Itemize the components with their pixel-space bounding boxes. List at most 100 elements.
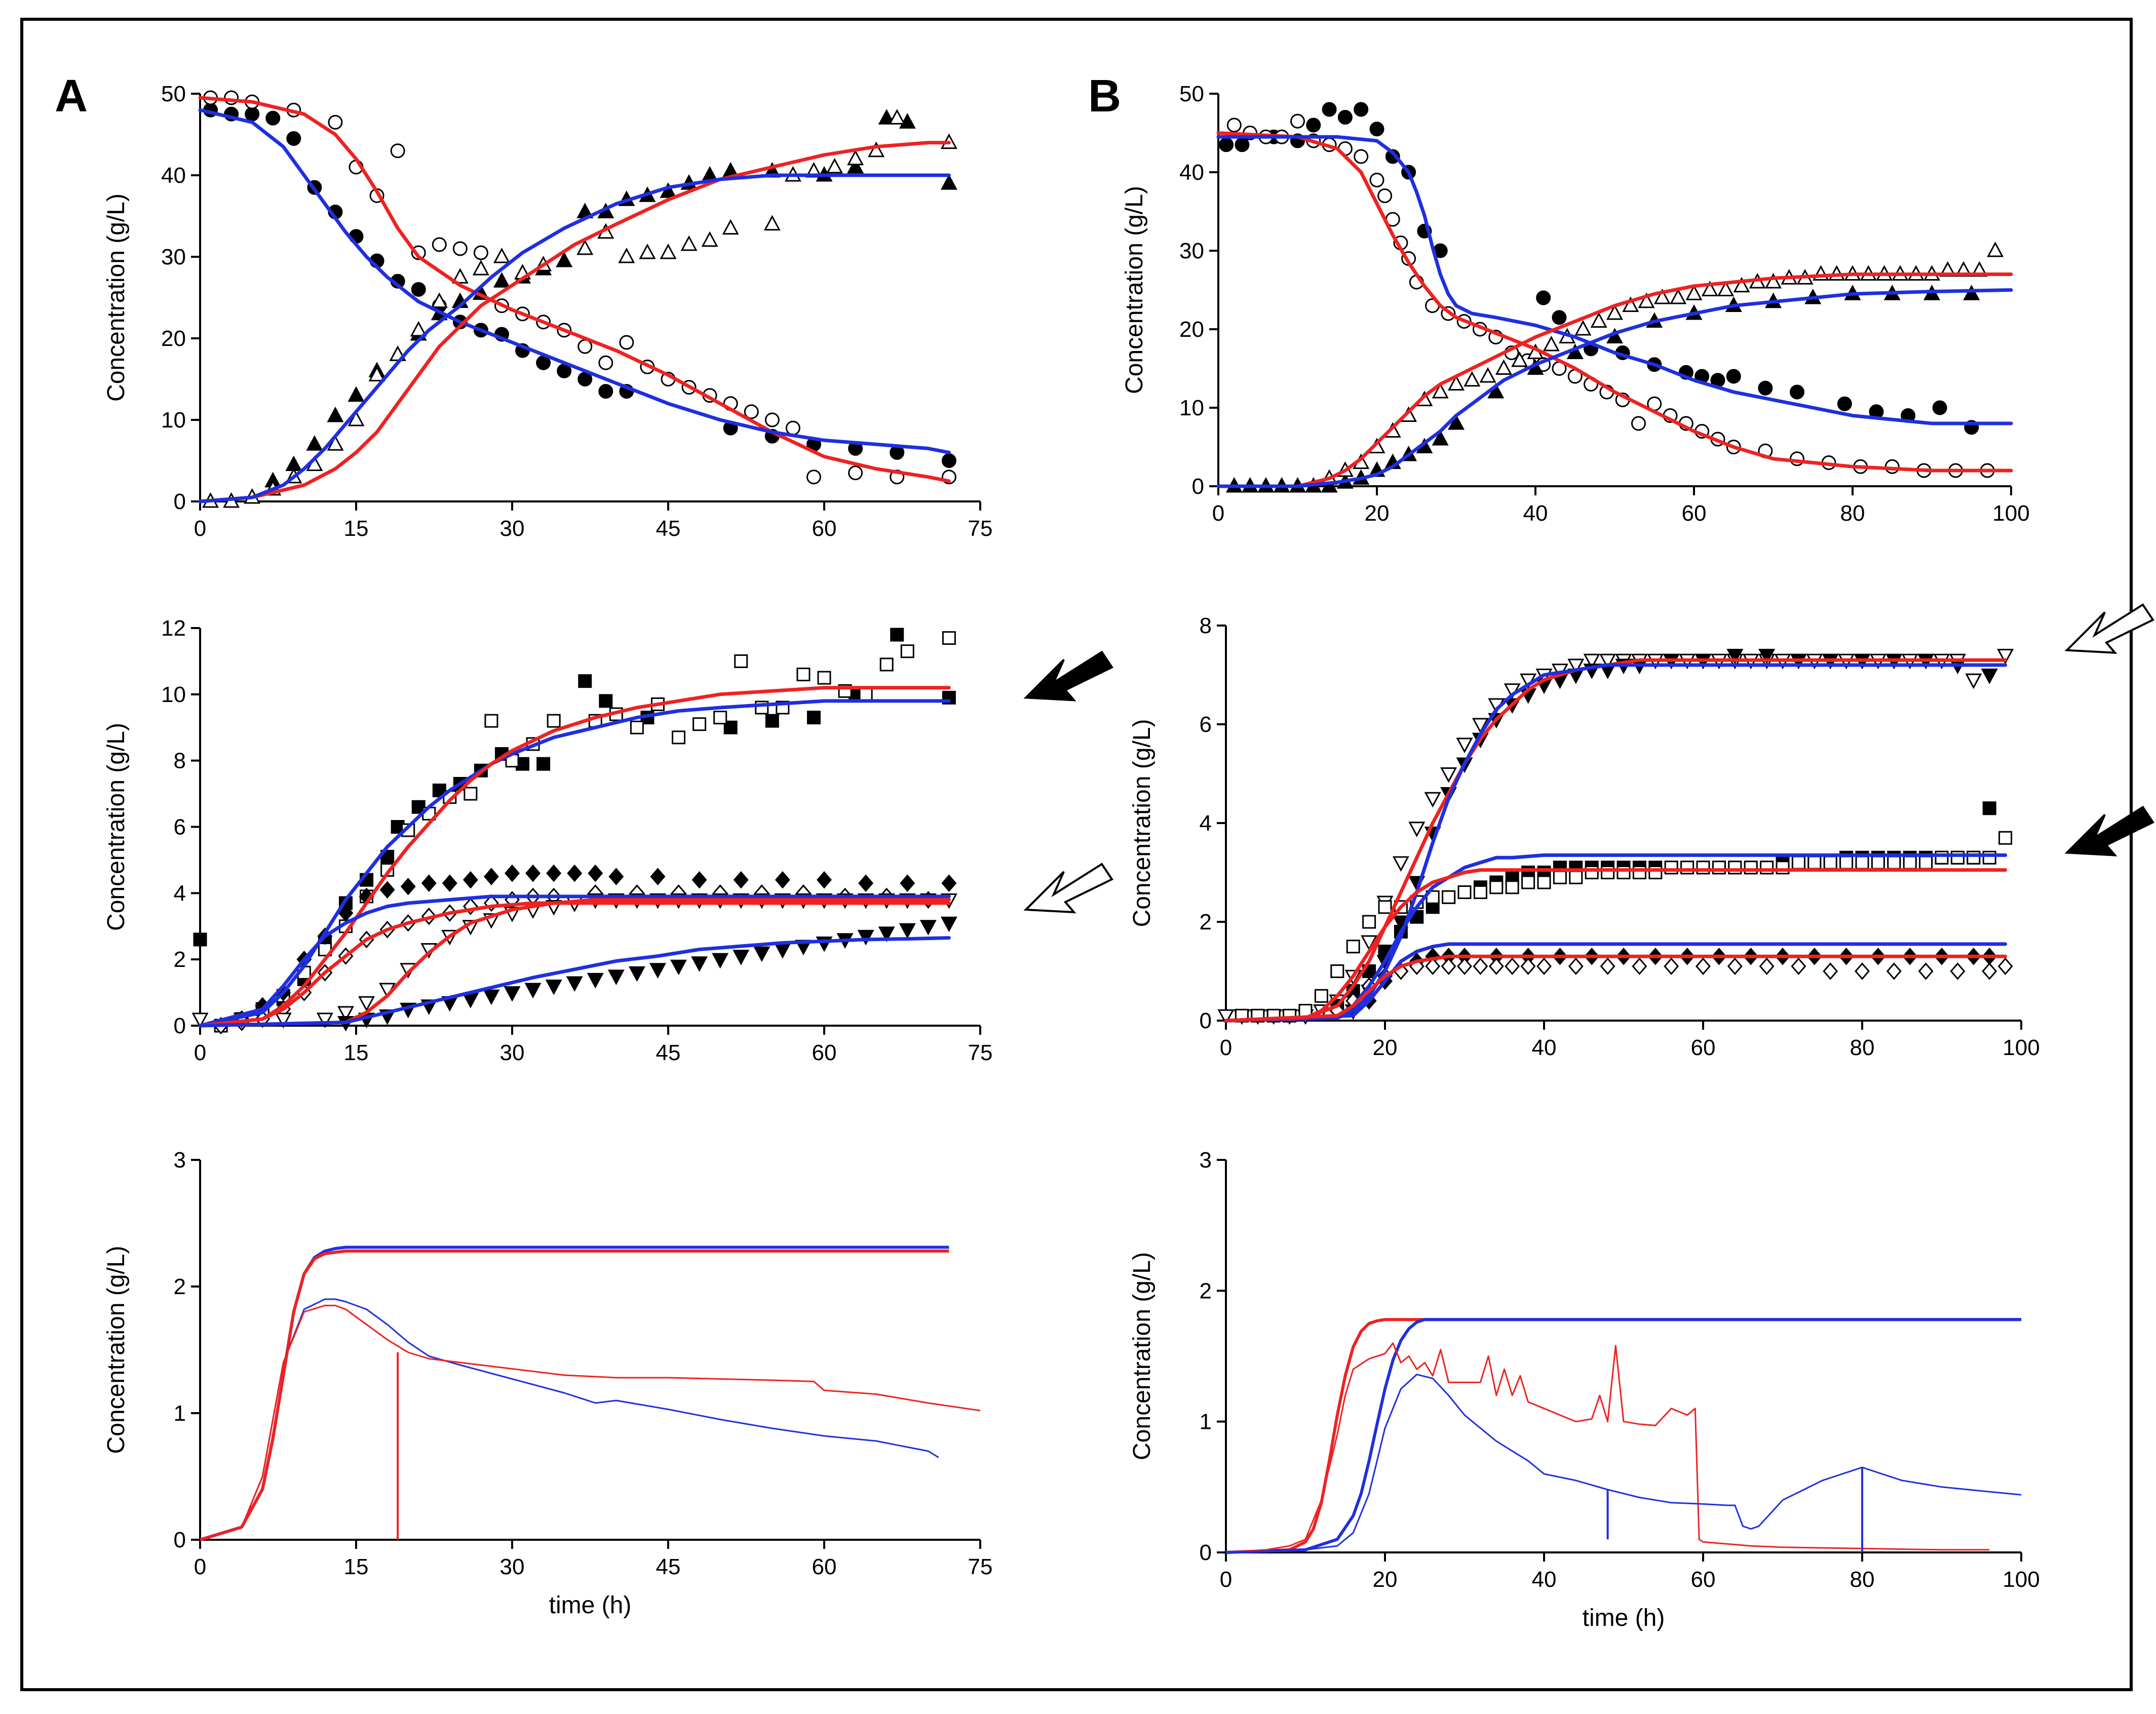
data-point-filled-circle [1758,380,1773,396]
chart-b1: 0 20 40 60 80 100 0 10 20 30 40 50 Concentration (g/… [1121,82,2030,526]
y-tick-label: 8 [174,749,186,773]
y-tick-label: 10 [161,682,186,707]
data-point-open-square [796,668,811,682]
data-point-filled-down-triangle [545,980,562,995]
data-point-open-square [1967,850,1981,865]
x-tick-label: 0 [194,516,206,541]
x-tick-label: 40 [1523,501,1548,526]
data-point-open-circle [328,114,343,130]
x-tick-label: 75 [968,1554,993,1579]
y-tick-label: 2 [174,1274,186,1299]
y-tick-label: 20 [1179,317,1204,342]
data-point-open-circle [785,420,800,436]
data-point-filled-down-triangle [940,916,957,932]
data-point-open-square [1314,989,1328,1003]
x-tick-label: 0 [194,1554,206,1579]
x-tick-label: 15 [344,1554,369,1579]
y-tick-label: 12 [161,616,186,641]
fit-red-substrate-fit [198,96,951,483]
data-point-filled-triangle [1963,285,1980,300]
data-point-open-triangle [1511,351,1528,367]
data-point-open-down-triangle [337,1006,354,1022]
data-point-filled-circle [1219,137,1234,152]
data-point-open-triangle [327,435,344,451]
data-point-open-down-triangle [1456,737,1473,754]
x-tick-label: 30 [500,516,525,541]
data-point-open-triangle [1590,312,1607,328]
data-point-filled-square [193,932,207,947]
data-point-open-circle [1369,173,1384,187]
data-point-filled-diamond [442,874,457,892]
data-point-open-square [1919,855,1933,870]
data-point-open-triangle [493,247,510,263]
arrow-filled [2064,805,2154,856]
data-point-filled-down-triangle [504,986,521,1002]
data-point-filled-triangle [493,272,510,288]
panel-label-b: B [1088,71,1121,122]
x-tick-label: 20 [1365,501,1390,526]
data-point-filled-circle [1354,102,1369,117]
y-tick-label: 50 [1179,82,1204,106]
data-point-open-square [900,644,914,658]
data-point-open-triangle [1733,277,1750,293]
data-point-open-triangle [1574,320,1592,336]
fit-red-square-fit [1224,868,2008,1023]
y-tick-label: 0 [1200,1540,1212,1565]
data-point-filled-triangle [348,386,365,402]
data-point-open-diamond [1441,957,1456,976]
data-point-filled-circle [1369,122,1384,137]
x-tick-label: 30 [500,1554,525,1579]
x-tick-label: 20 [1373,1567,1398,1592]
data-point-open-square [1887,855,1901,870]
data-point-filled-diamond [338,904,354,922]
y-tick-label: 1 [1200,1410,1212,1434]
data-point-filled-down-triangle [878,926,895,942]
data-point-open-triangle [348,410,365,426]
data-point-open-square [1776,861,1790,875]
data-point-open-diamond [1886,962,1902,980]
data-point-open-down-triangle [1392,856,1409,872]
data-point-open-square [1362,915,1376,929]
data-point-filled-square [1982,801,1996,815]
arrow-filled [1023,650,1113,702]
chart-a1: 0 15 30 45 60 75 0 10 20 30 40 50 Concentration (g/L… [103,82,992,541]
data-point-open-square [1728,861,1742,875]
fit-blue-product-fit [198,173,951,503]
data-point-open-down-triangle [1424,792,1441,808]
data-point-filled-diamond [775,871,790,889]
data-point-open-square [1982,850,1996,865]
data-point-open-diamond [1950,962,1966,980]
data-point-filled-diamond [400,877,416,895]
data-point-filled-square [890,628,904,642]
data-point-filled-diamond [817,871,832,889]
data-point-filled-diamond [379,881,395,899]
data-point-filled-diamond [858,874,874,892]
data-point-filled-diamond [483,868,499,885]
data-point-open-square [1537,875,1551,889]
y-tick-label: 6 [174,815,186,840]
data-point-filled-down-triangle [733,950,750,965]
y-tick-label: 50 [161,82,186,106]
fit-red-substrate-fit [1216,131,2013,473]
data-point-open-circle [1226,118,1242,133]
data-point-open-circle [473,245,488,260]
data-point-open-square [1680,861,1695,875]
fit-blue-diamond-fit [1224,942,2008,1023]
data-point-open-triangle [1717,281,1735,296]
data-point-open-triangle [826,158,843,174]
data-point-filled-circle [1552,310,1567,325]
data-point-filled-circle [1726,369,1741,384]
y-tick-label: 10 [1179,396,1204,420]
data-point-open-diamond [1855,962,1870,980]
data-point-open-triangle [1670,288,1687,304]
data-point-filled-circle [598,384,613,399]
x-tick-label: 80 [1850,1567,1875,1592]
data-point-open-circle [598,355,613,370]
data-point-filled-down-triangle [712,953,729,969]
data-point-filled-down-triangle [753,946,771,962]
data-point-open-down-triangle [316,1012,333,1029]
y-tick-label: 8 [1200,613,1212,638]
y-tick-label: 30 [1179,239,1204,263]
data-point-open-triangle [368,366,386,381]
data-point-open-triangle [660,243,677,259]
